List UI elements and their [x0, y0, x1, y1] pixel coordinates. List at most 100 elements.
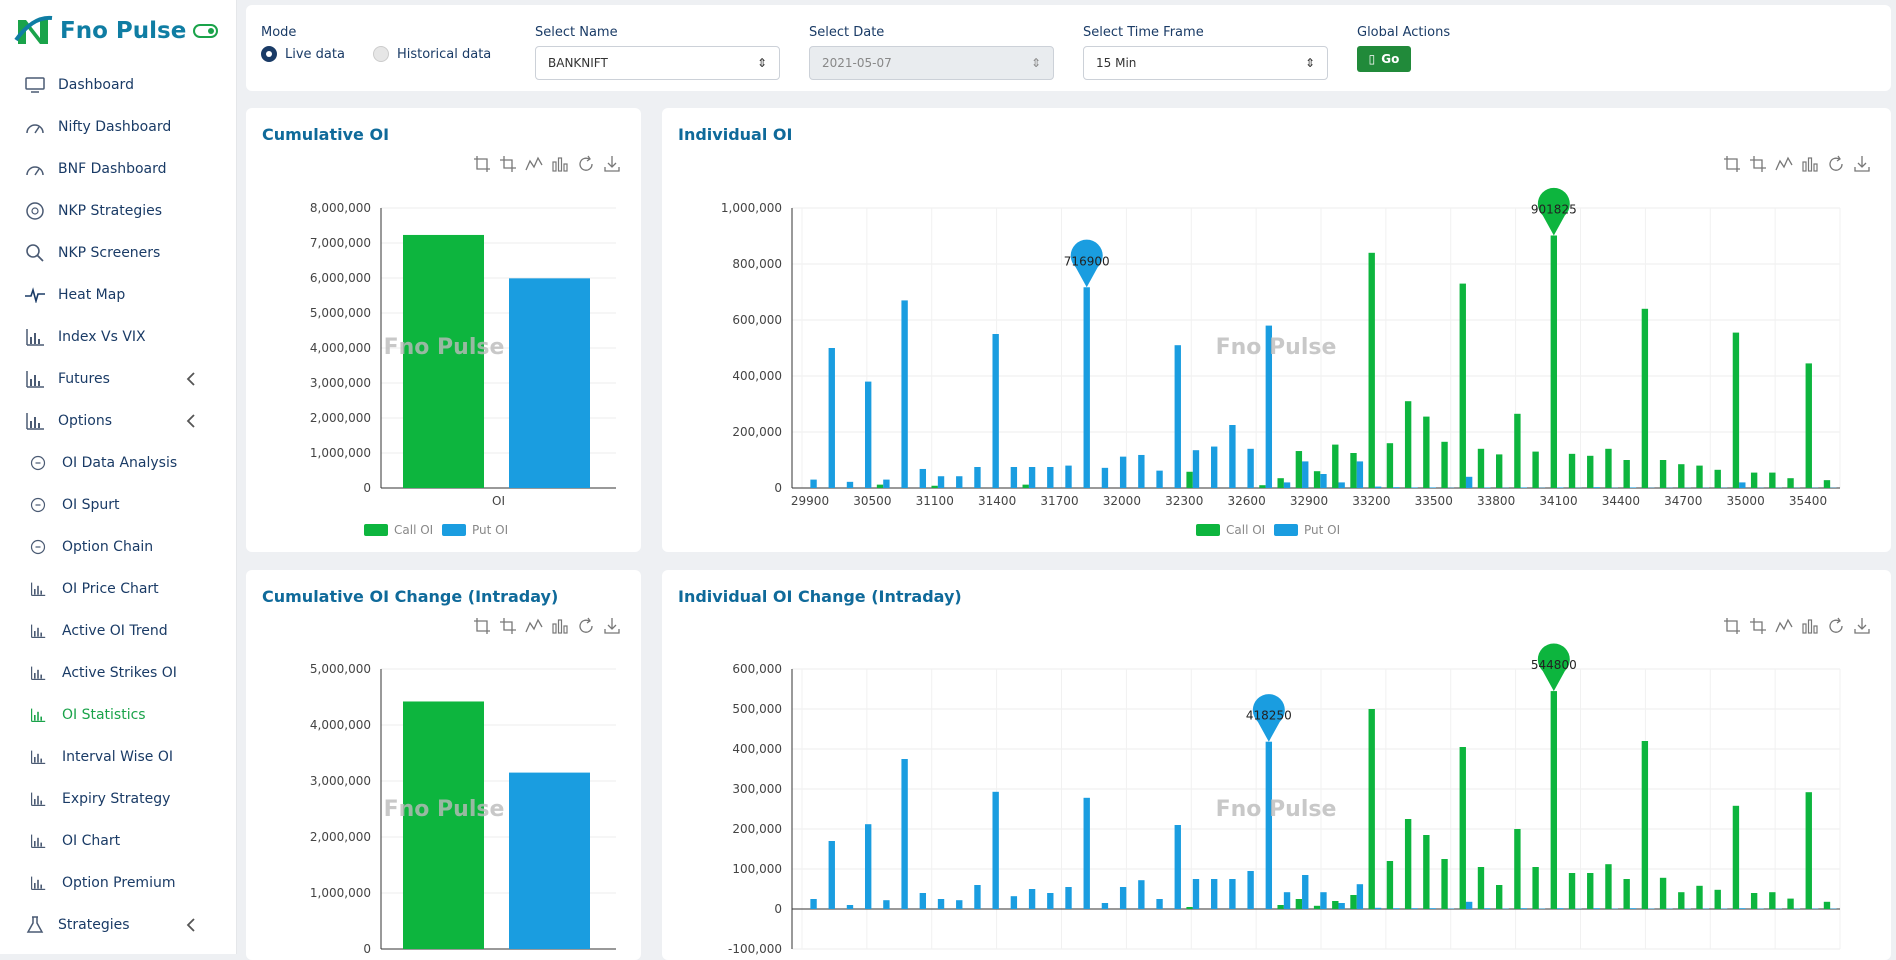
sidebar-item-nkp-strategies[interactable]: NKP Strategies	[0, 194, 236, 228]
bar-put-oi[interactable]	[1175, 345, 1181, 488]
bar-put-oi[interactable]	[1630, 908, 1636, 909]
bar-put-oi[interactable]	[1430, 908, 1436, 909]
bar-put-oi[interactable]	[1521, 487, 1527, 488]
bar-call-oi[interactable]	[1587, 873, 1593, 909]
legend-label[interactable]: Call OI	[1226, 523, 1265, 537]
bar-call-oi[interactable]	[1569, 873, 1575, 909]
theme-toggle[interactable]	[193, 24, 218, 38]
bar-put-oi[interactable]	[847, 482, 853, 488]
sidebar-item-oi-price-chart[interactable]: OI Price Chart	[0, 572, 236, 606]
bar-call-oi[interactable]	[1277, 478, 1283, 488]
bar-call-oi[interactable]	[1769, 473, 1775, 488]
select-date-dropdown[interactable]: 2021-05-07 ⇕	[809, 46, 1054, 80]
bar-put-oi[interactable]	[1284, 892, 1290, 909]
bar-call-oi[interactable]	[1787, 478, 1793, 488]
bar-put-oi[interactable]	[810, 480, 816, 488]
bar-call-oi[interactable]	[1332, 445, 1338, 488]
bar-call-oi[interactable]	[1496, 454, 1502, 488]
bar-put-oi[interactable]	[1138, 880, 1144, 909]
bar-call-oi[interactable]	[1350, 453, 1356, 488]
bar-call-oi[interactable]	[1733, 806, 1739, 909]
bar-call-oi[interactable]	[1769, 892, 1775, 909]
bar-put-oi[interactable]	[1266, 742, 1272, 909]
bar-put-oi[interactable]	[1138, 455, 1144, 488]
bar-put-oi[interactable]	[1593, 908, 1599, 909]
bar-put-oi[interactable]	[992, 792, 998, 909]
go-button[interactable]: ▯ Go	[1357, 46, 1411, 72]
bar-put-oi[interactable]	[1120, 887, 1126, 909]
bar-put-oi[interactable]	[920, 893, 926, 909]
sidebar-item-bnf-dashboard[interactable]: BNF Dashboard	[0, 152, 236, 186]
bar-put-oi[interactable]	[810, 899, 816, 909]
legend-label[interactable]: Put OI	[472, 523, 508, 537]
bar-call-oi[interactable]	[1605, 449, 1611, 488]
bar-call-oi[interactable]	[1678, 892, 1684, 909]
bar-call-oi[interactable]	[1369, 709, 1375, 909]
bar-call-oi[interactable]	[1605, 864, 1611, 909]
bar-put-oi[interactable]	[1393, 908, 1399, 909]
bar-call-oi[interactable]	[877, 485, 883, 488]
bar-put-oi[interactable]	[1630, 487, 1636, 488]
bar-put-oi[interactable]	[829, 841, 835, 909]
bar-put-oi[interactable]	[1284, 482, 1290, 488]
sidebar-item-nifty-dashboard[interactable]: Nifty Dashboard	[0, 110, 236, 144]
bar-call-oi[interactable]	[1387, 443, 1393, 488]
bar-put-oi[interactable]	[1011, 896, 1017, 909]
bar-call-oi[interactable]	[1023, 485, 1029, 488]
bar-put-oi[interactable]	[829, 348, 835, 488]
bar-put-oi[interactable]	[956, 476, 962, 488]
bar-call-oi[interactable]	[1532, 452, 1538, 488]
bar-call-oi[interactable]	[1441, 442, 1447, 488]
bar-put-oi[interactable]	[956, 900, 962, 909]
bar-call-oi[interactable]	[1405, 819, 1411, 909]
bar-put-oi[interactable]	[1156, 899, 1162, 909]
bar-put-oi[interactable]	[1320, 892, 1326, 909]
bar-call-oi[interactable]	[1405, 401, 1411, 488]
bar-put-oi[interactable]	[1120, 457, 1126, 488]
bar-put-oi[interactable]	[1047, 467, 1053, 488]
bar-call-oi[interactable]	[1787, 899, 1793, 909]
bar-put-oi[interactable]	[1247, 871, 1253, 909]
bar-put-oi[interactable]	[1375, 487, 1381, 488]
bar-put-oi[interactable]	[1411, 487, 1417, 488]
bar-put-oi[interactable]	[1175, 825, 1181, 909]
sidebar-item-active-strikes-oi[interactable]: Active Strikes OI	[0, 656, 236, 690]
bar-call-oi[interactable]	[1696, 886, 1702, 909]
bar-call-oi[interactable]	[1460, 747, 1466, 909]
bar-put-oi[interactable]	[1211, 879, 1217, 909]
bar-put-oi[interactable]	[1430, 487, 1436, 488]
bar-put-oi[interactable]	[901, 759, 907, 909]
bar-put-oi[interactable]	[1739, 482, 1745, 488]
sidebar-item-futures[interactable]: Futures	[0, 362, 236, 396]
sidebar-item-option-chain[interactable]: Option Chain	[0, 530, 236, 564]
bar-call-oi[interactable]	[403, 701, 484, 949]
sidebar-item-expiry-strategy[interactable]: Expiry Strategy	[0, 782, 236, 816]
bar-call-oi[interactable]	[1751, 893, 1757, 909]
bar-put-oi[interactable]	[883, 900, 889, 909]
bar-call-oi[interactable]	[1314, 906, 1320, 909]
bar-call-oi[interactable]	[1296, 451, 1302, 488]
bar-call-oi[interactable]	[1715, 470, 1721, 488]
bar-call-oi[interactable]	[1715, 890, 1721, 909]
sidebar-item-oi-spurt[interactable]: OI Spurt	[0, 488, 236, 522]
bar-put-oi[interactable]	[1466, 902, 1472, 909]
bar-call-oi[interactable]	[1824, 902, 1830, 909]
bar-put-oi[interactable]	[1302, 461, 1308, 488]
bar-put-oi[interactable]	[1029, 889, 1035, 909]
bar-put-oi[interactable]	[1193, 879, 1199, 909]
bar-put-oi[interactable]	[1393, 487, 1399, 488]
bar-put-oi[interactable]	[1011, 467, 1017, 488]
bar-put-oi[interactable]	[1302, 875, 1308, 909]
bar-call-oi[interactable]	[1423, 417, 1429, 488]
sidebar-item-strategies[interactable]: Strategies	[0, 908, 236, 942]
bar-put-oi[interactable]	[1320, 474, 1326, 488]
bar-put-oi[interactable]	[1065, 466, 1071, 488]
bar-put-oi[interactable]	[1484, 908, 1490, 909]
bar-put-oi[interactable]	[1247, 449, 1253, 488]
sidebar-item-heat-map[interactable]: Heat Map	[0, 278, 236, 312]
bar-call-oi[interactable]	[1660, 878, 1666, 909]
sidebar-item-index-vs-vix[interactable]: Index Vs VIX	[0, 320, 236, 354]
bar-put-oi[interactable]	[1338, 903, 1344, 909]
bar-put-oi[interactable]	[1466, 477, 1472, 488]
bar-put-oi[interactable]	[509, 773, 590, 949]
